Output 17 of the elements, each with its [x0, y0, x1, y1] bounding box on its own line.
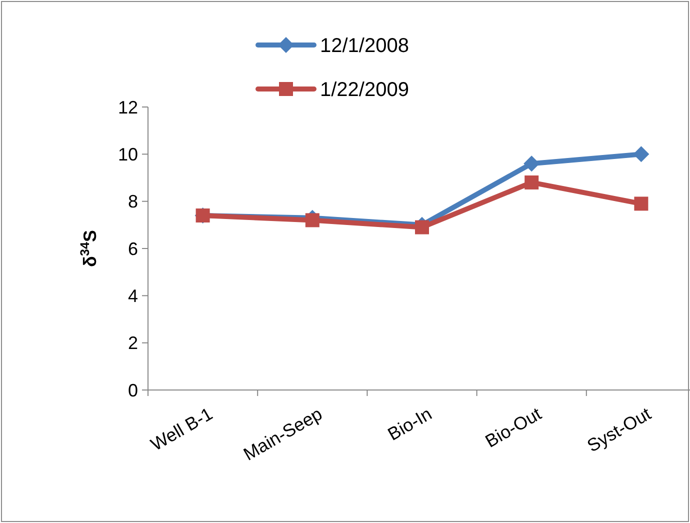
x-tick-label: Well B-1 — [147, 404, 216, 455]
x-tick-label: Bio-In — [384, 404, 436, 444]
point — [524, 156, 540, 172]
legend-label: 12/1/2008 — [320, 35, 409, 57]
y-tick-label: 4 — [128, 286, 138, 306]
y-tick-label: 8 — [128, 192, 138, 212]
point — [634, 196, 648, 211]
point — [305, 213, 320, 228]
y-tick-label: 12 — [118, 97, 138, 118]
y-tick-label: 6 — [128, 238, 138, 259]
point — [633, 146, 650, 162]
y-tick-label: 10 — [118, 144, 138, 164]
point — [524, 175, 539, 190]
legend-label: 1/22/2009 — [320, 79, 409, 101]
point — [415, 220, 429, 234]
y-tick-label: 2 — [128, 333, 138, 354]
y-tick-label: 0 — [128, 380, 138, 400]
